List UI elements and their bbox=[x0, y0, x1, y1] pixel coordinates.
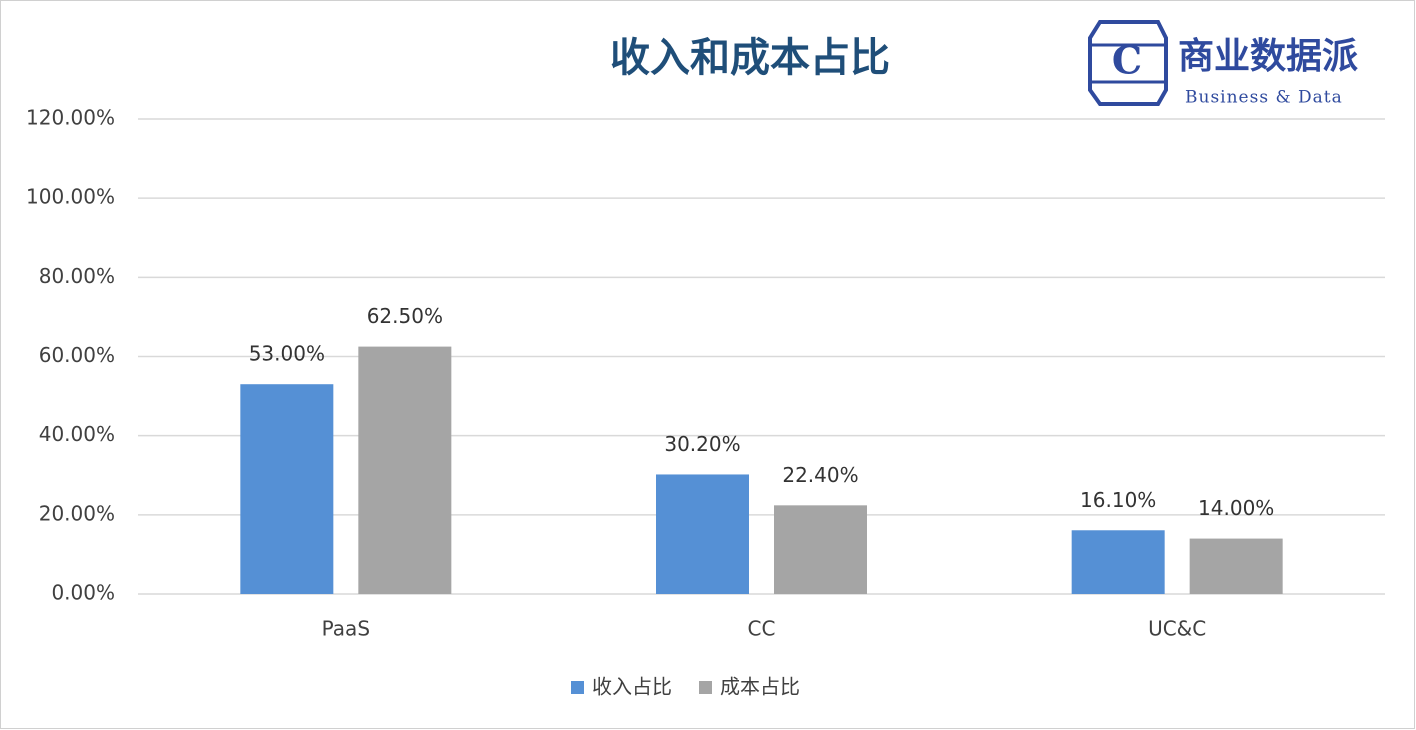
logo-frame bbox=[1088, 20, 1168, 106]
legend-label: 成本占比 bbox=[720, 675, 800, 699]
chart-title: 收入和成本占比 bbox=[610, 35, 890, 81]
bar bbox=[358, 346, 452, 594]
bar bbox=[1071, 530, 1165, 594]
legend-label: 收入占比 bbox=[592, 675, 672, 699]
value-label: 53.00% bbox=[249, 342, 325, 366]
value-label: 16.10% bbox=[1080, 488, 1156, 512]
y-tick-label: 80.00% bbox=[39, 264, 115, 288]
x-tick-label: PaaS bbox=[322, 617, 370, 641]
logo-name: 商业数据派 bbox=[1178, 36, 1358, 77]
value-label: 30.20% bbox=[664, 432, 740, 456]
bar bbox=[240, 384, 334, 594]
y-tick-label: 40.00% bbox=[39, 422, 115, 446]
legend-swatch bbox=[571, 681, 584, 694]
value-label: 22.40% bbox=[782, 463, 858, 487]
y-tick-label: 100.00% bbox=[26, 185, 115, 209]
bar bbox=[1189, 538, 1283, 594]
y-tick-label: 20.00% bbox=[39, 501, 115, 525]
logo-tagline: Business & Data bbox=[1185, 88, 1343, 108]
bar bbox=[774, 505, 867, 594]
x-tick-label: CC bbox=[748, 617, 776, 641]
legend-swatch bbox=[699, 681, 712, 694]
logo-letter: C bbox=[1112, 38, 1142, 83]
y-tick-label: 0.00% bbox=[51, 581, 115, 605]
value-label: 62.50% bbox=[367, 304, 443, 328]
bar bbox=[656, 474, 749, 594]
y-tick-label: 60.00% bbox=[39, 343, 115, 367]
y-tick-label: 120.00% bbox=[26, 106, 115, 130]
x-tick-label: UC&C bbox=[1148, 617, 1206, 641]
value-label: 14.00% bbox=[1198, 496, 1274, 520]
logo: C 商业数据派 Business & Data bbox=[1088, 20, 1358, 108]
